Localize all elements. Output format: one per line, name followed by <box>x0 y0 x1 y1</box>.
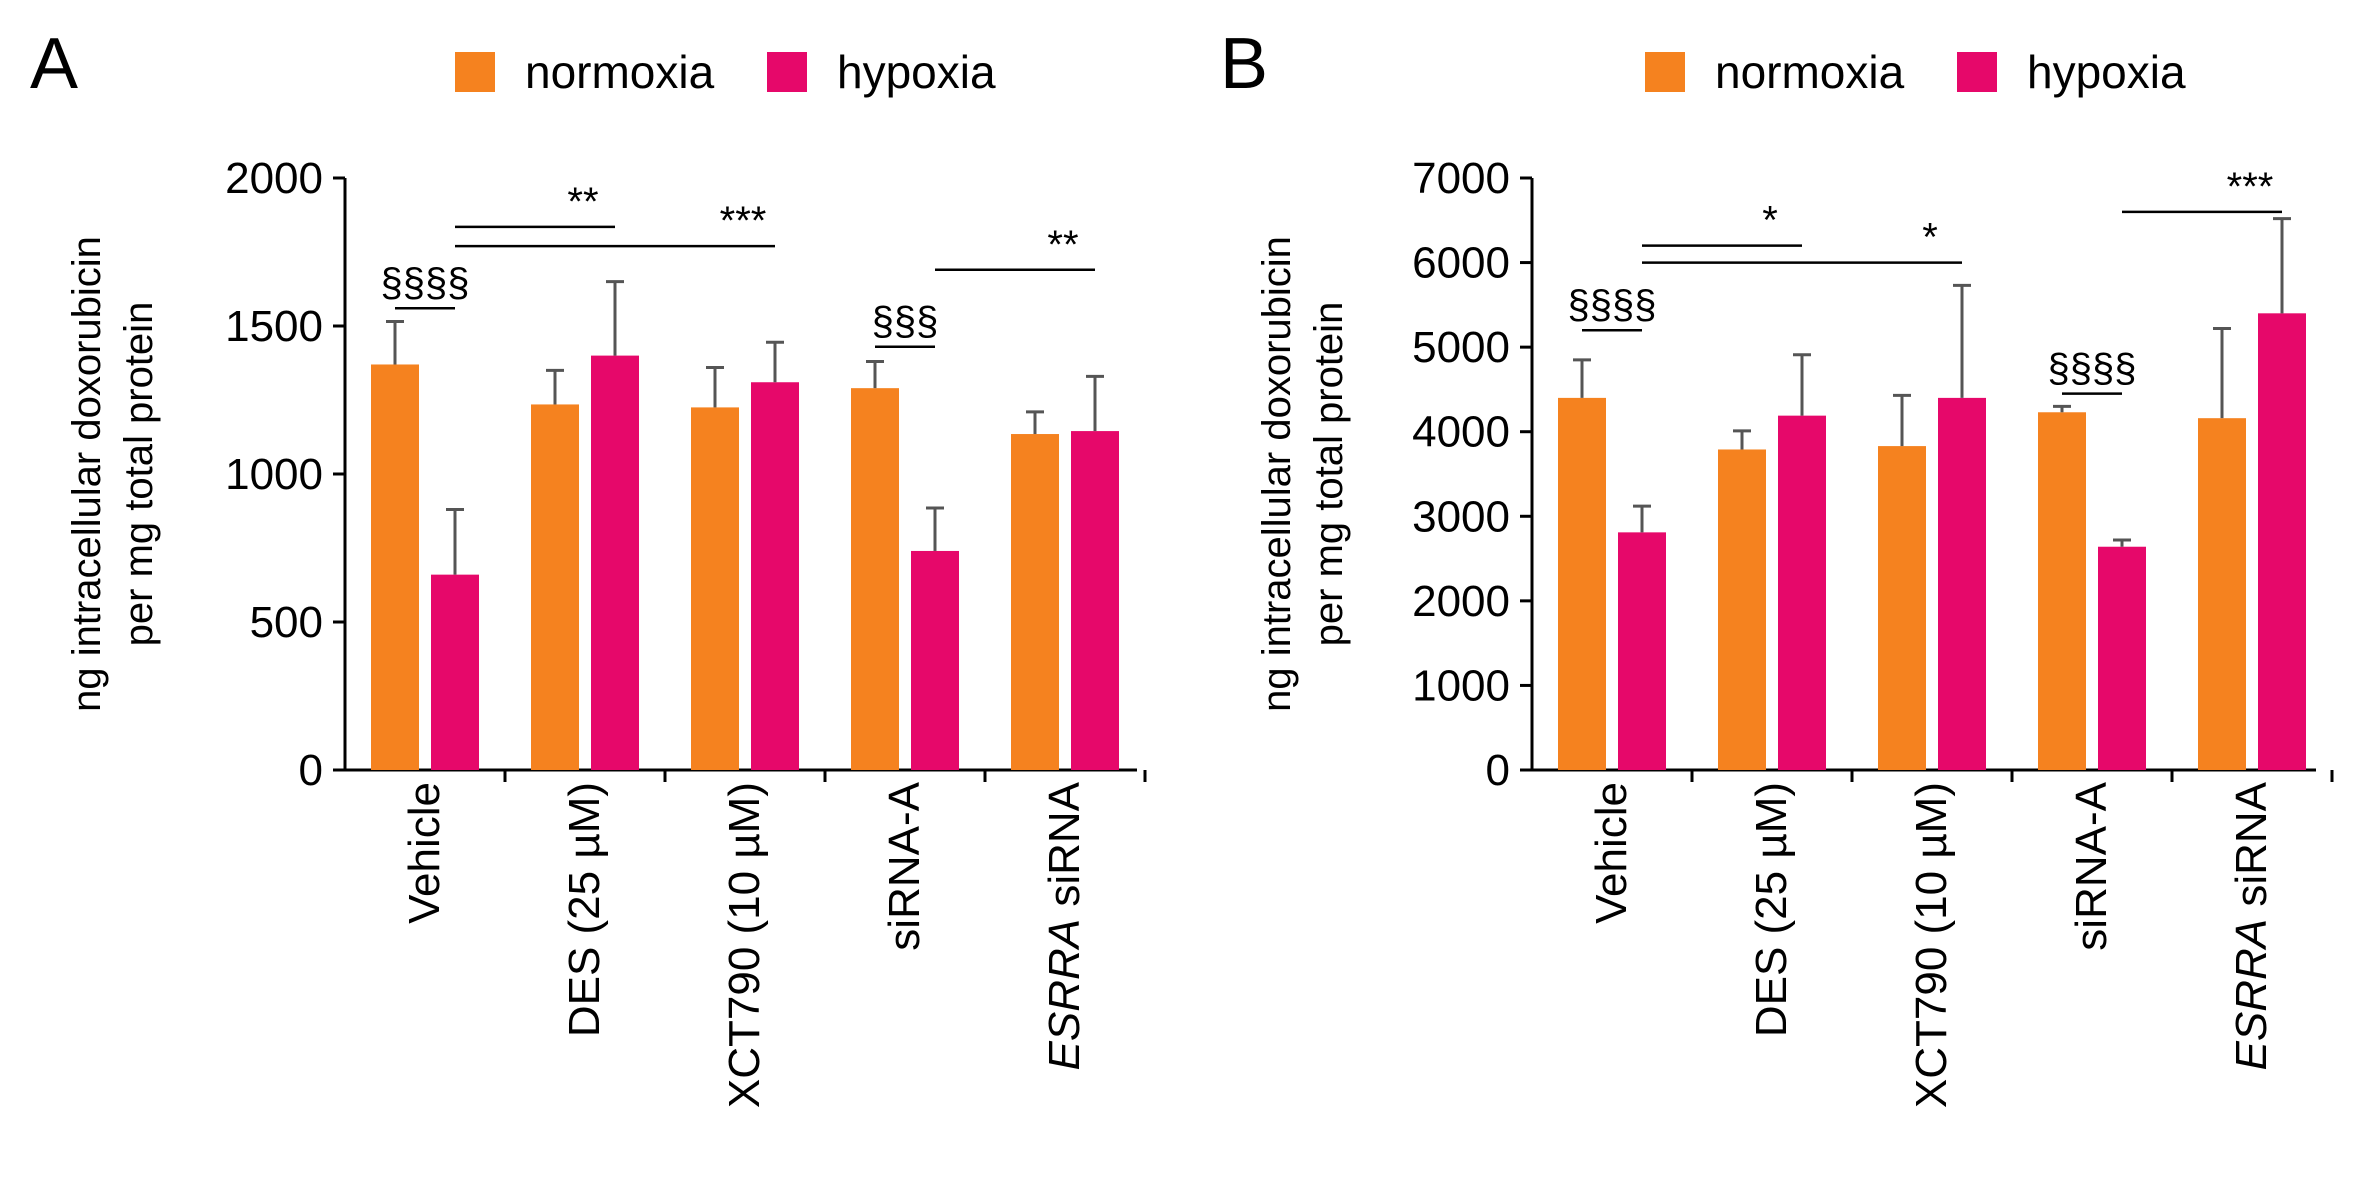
y-axis-label-line: per mg total protein <box>117 302 161 647</box>
y-tick-label: 0 <box>1486 746 1510 795</box>
bar-normoxia <box>1558 397 1606 770</box>
y-tick-label: 500 <box>250 598 323 647</box>
bar-hypoxia <box>1938 397 1986 770</box>
y-tick-label: 6000 <box>1412 239 1510 288</box>
bar-hypoxia <box>431 574 479 770</box>
x-category-label: XCT790 (10 µM) <box>720 782 769 1108</box>
bar-hypoxia <box>2098 546 2146 770</box>
panel-letter: A <box>30 24 78 104</box>
x-category-label: Vehicle <box>400 782 449 924</box>
bar-normoxia <box>1011 434 1059 770</box>
x-category-label-italic: ESRRA <box>2227 919 2276 1071</box>
significance-label: * <box>1762 199 1778 243</box>
bar-normoxia <box>851 388 899 770</box>
x-category-label: DES (25 µM) <box>1747 782 1796 1037</box>
x-category-label-rest: siRNA <box>2227 781 2276 919</box>
y-tick-label: 0 <box>299 746 323 795</box>
bar-normoxia <box>1878 446 1926 770</box>
bar-normoxia <box>2198 418 2246 770</box>
bar-normoxia <box>531 404 579 770</box>
significance-label: §§§ <box>872 300 939 344</box>
bar-normoxia <box>691 407 739 770</box>
y-axis-label-line: ng intracellular doxorubicin <box>65 236 109 712</box>
x-category-label-rest: siRNA <box>1040 781 1089 919</box>
legend-label-normoxia: normoxia <box>525 46 715 98</box>
bar-hypoxia <box>1071 431 1119 770</box>
significance-label: ** <box>1047 223 1078 267</box>
y-tick-label: 3000 <box>1412 492 1510 541</box>
x-category-label: DES (25 µM) <box>560 782 609 1037</box>
significance-label: *** <box>720 199 767 243</box>
x-category-label: siRNA-A <box>2067 781 2116 950</box>
panel-letter: B <box>1220 24 1268 104</box>
significance-label: *** <box>2227 165 2274 209</box>
y-tick-label: 2000 <box>1412 577 1510 626</box>
legend-swatch-hypoxia <box>767 52 807 92</box>
y-tick-label: 7000 <box>1412 154 1510 203</box>
significance-label: ** <box>567 180 598 224</box>
significance-label: §§§§ <box>2048 347 2137 391</box>
legend-swatch-normoxia <box>455 52 495 92</box>
bar-normoxia <box>1718 449 1766 770</box>
bar-hypoxia <box>1778 415 1826 770</box>
y-tick-label: 1500 <box>225 302 323 351</box>
bar-normoxia <box>371 364 419 770</box>
legend-label-hypoxia: hypoxia <box>837 46 996 98</box>
y-axis-label: ng intracellular doxorubicin per mg total… <box>65 236 161 712</box>
y-axis-label-line: ng intracellular doxorubicin <box>1255 236 1299 712</box>
bar-hypoxia <box>1618 532 1666 770</box>
bar-hypoxia <box>2258 313 2306 770</box>
y-axis-label-line: per mg total protein <box>1307 302 1351 647</box>
y-tick-label: 4000 <box>1412 408 1510 457</box>
bar-hypoxia <box>751 382 799 770</box>
significance-label: §§§§ <box>381 261 470 305</box>
y-axis-label: ng intracellular doxorubicin per mg total… <box>1255 236 1351 712</box>
x-category-label: ESRRA siRNA <box>2227 781 2276 1070</box>
significance-label: * <box>1922 216 1938 260</box>
y-tick-label: 1000 <box>225 450 323 499</box>
x-category-label: ESRRA siRNA <box>1040 781 1089 1070</box>
x-category-label-italic: ESRRA <box>1040 919 1089 1071</box>
y-tick-label: 5000 <box>1412 323 1510 372</box>
legend-label-normoxia: normoxia <box>1715 46 1905 98</box>
bar-normoxia <box>2038 412 2086 770</box>
y-tick-label: 2000 <box>225 154 323 203</box>
legend-swatch-normoxia <box>1645 52 1685 92</box>
bar-hypoxia <box>591 355 639 770</box>
bar-hypoxia <box>911 550 959 770</box>
x-category-label: Vehicle <box>1587 782 1636 924</box>
legend-swatch-hypoxia <box>1957 52 1997 92</box>
significance-label: §§§§ <box>1568 283 1657 327</box>
legend-label-hypoxia: hypoxia <box>2027 46 2186 98</box>
x-category-label: XCT790 (10 µM) <box>1907 782 1956 1108</box>
y-tick-label: 1000 <box>1412 661 1510 710</box>
x-category-label: siRNA-A <box>880 781 929 950</box>
